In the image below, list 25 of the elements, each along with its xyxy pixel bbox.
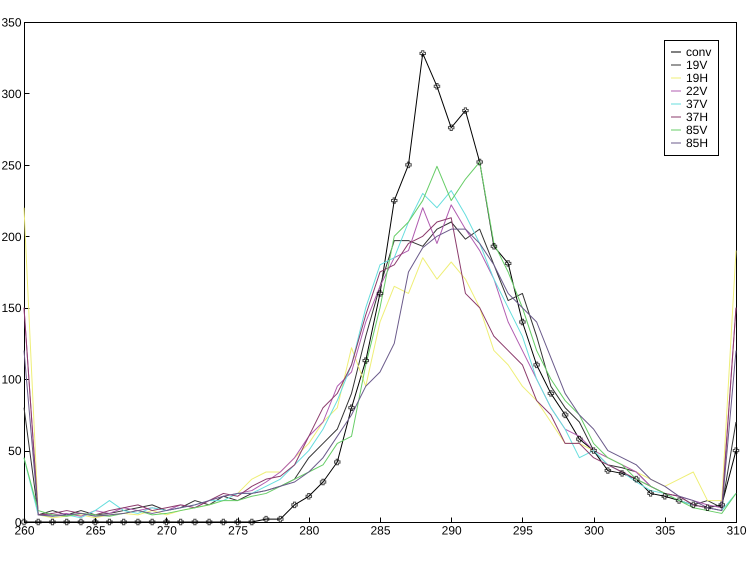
legend-label: 85V bbox=[686, 123, 708, 137]
x-tick-label: 275 bbox=[228, 524, 248, 538]
legend-label: 85H bbox=[686, 136, 708, 150]
y-tick-label: 50 bbox=[8, 444, 22, 458]
legend-label: 37V bbox=[686, 97, 708, 111]
x-tick-label: 265 bbox=[86, 524, 106, 538]
y-tick-label: 300 bbox=[1, 86, 22, 101]
legend-label: 22V bbox=[686, 84, 708, 98]
y-tick-label: 250 bbox=[1, 158, 22, 172]
x-tick-label: 295 bbox=[512, 524, 534, 538]
x-tick-label: 305 bbox=[655, 524, 676, 538]
legend-label: 37H bbox=[686, 110, 708, 124]
y-tick-label: 200 bbox=[1, 230, 22, 244]
y-tick-label: 150 bbox=[1, 301, 22, 316]
y-tick-label: 100 bbox=[1, 372, 22, 387]
x-tick-label: 280 bbox=[299, 524, 320, 538]
x-tick-label: 310 bbox=[726, 524, 747, 538]
x-tick-label: 300 bbox=[584, 524, 604, 538]
legend-label: conv bbox=[686, 45, 712, 59]
x-tick-label: 290 bbox=[442, 524, 462, 538]
y-tick-label: 350 bbox=[1, 16, 22, 30]
legend-label: 19V bbox=[686, 58, 708, 72]
x-tick-label: 285 bbox=[370, 524, 391, 538]
legend-label: 19H bbox=[686, 71, 708, 85]
x-tick-label: 270 bbox=[156, 524, 178, 538]
